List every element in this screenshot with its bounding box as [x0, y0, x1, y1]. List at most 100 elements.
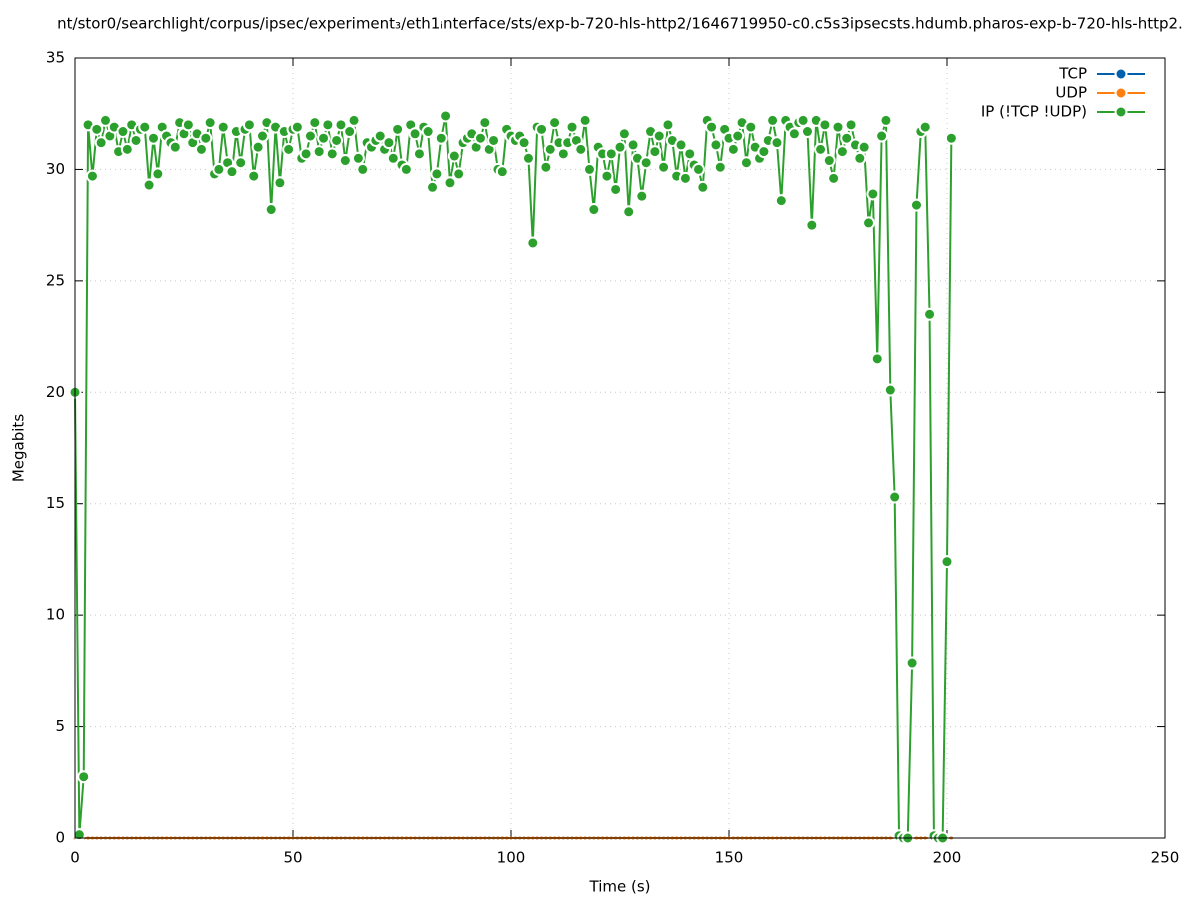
data-point — [299, 147, 313, 161]
data-point — [382, 136, 396, 150]
data-point — [321, 118, 335, 132]
data-point — [770, 136, 784, 150]
data-point — [347, 113, 361, 127]
data-point — [556, 147, 570, 161]
data-point — [726, 142, 740, 156]
data-point — [909, 198, 923, 212]
data-point — [247, 169, 261, 183]
data-point — [853, 151, 867, 165]
data-point — [242, 118, 256, 132]
data-point — [303, 129, 317, 143]
data-point — [565, 120, 579, 134]
data-point — [796, 113, 810, 127]
x-tick-label: 150 — [715, 849, 744, 867]
data-point — [212, 162, 226, 176]
data-point — [412, 147, 426, 161]
data-point — [883, 383, 897, 397]
data-point — [866, 187, 880, 201]
data-point — [203, 116, 217, 130]
data-point — [334, 118, 348, 132]
legend-label: UDP — [1055, 84, 1087, 102]
data-point — [600, 169, 614, 183]
data-point — [521, 151, 535, 165]
data-point — [447, 149, 461, 163]
data-point — [94, 136, 108, 150]
x-tick-label: 50 — [283, 849, 302, 867]
data-point — [317, 131, 331, 145]
data-point — [138, 120, 152, 134]
x-tick-label: 200 — [933, 849, 962, 867]
data-point — [744, 120, 758, 134]
data-point — [290, 120, 304, 134]
data-point — [774, 194, 788, 208]
x-tick-label: 250 — [1151, 849, 1180, 867]
data-point — [312, 145, 326, 159]
y-tick-label: 0 — [55, 829, 65, 847]
data-point — [661, 118, 675, 132]
data-point — [678, 171, 692, 185]
data-point — [940, 555, 954, 569]
data-point — [857, 140, 871, 154]
data-point — [439, 109, 453, 123]
y-tick-label: 35 — [46, 49, 65, 67]
data-point — [421, 125, 435, 139]
data-point — [639, 156, 653, 170]
data-point — [944, 131, 958, 145]
data-point — [822, 154, 836, 168]
data-point — [225, 165, 239, 179]
data-point — [142, 178, 156, 192]
data-point — [373, 129, 387, 143]
x-tick-label: 0 — [70, 849, 80, 867]
data-point — [604, 147, 618, 161]
data-point — [818, 118, 832, 132]
data-point — [168, 140, 182, 154]
data-point — [766, 113, 780, 127]
data-point — [814, 142, 828, 156]
data-point — [539, 160, 553, 174]
y-tick-label: 20 — [46, 383, 65, 401]
chart-title: nt/stor0/searchlight/corpus/ipsec/experi… — [57, 15, 1183, 33]
data-point — [216, 120, 230, 134]
x-axis-label: Time (s) — [589, 878, 651, 896]
legend-marker — [1114, 105, 1128, 119]
y-tick-label: 5 — [55, 717, 65, 735]
y-tick-label: 25 — [46, 271, 65, 289]
data-point — [835, 145, 849, 159]
data-point — [713, 160, 727, 174]
data-point — [696, 180, 710, 194]
data-point — [478, 116, 492, 130]
data-point — [264, 203, 278, 217]
data-point — [408, 127, 422, 141]
data-point — [705, 120, 719, 134]
data-point — [875, 129, 889, 143]
data-point — [548, 116, 562, 130]
data-point — [234, 156, 248, 170]
data-point — [343, 125, 357, 139]
data-point — [918, 120, 932, 134]
data-point — [831, 120, 845, 134]
data-point — [535, 122, 549, 136]
data-point — [129, 133, 143, 147]
data-point — [609, 182, 623, 196]
data-point — [386, 151, 400, 165]
data-point — [905, 656, 919, 670]
data-point — [282, 142, 296, 156]
data-point — [840, 131, 854, 145]
data-point — [194, 142, 208, 156]
data-point — [452, 167, 466, 181]
data-point — [526, 236, 540, 250]
y-axis-label: Megabits — [10, 414, 28, 482]
data-point — [648, 145, 662, 159]
data-point — [146, 131, 160, 145]
data-point — [652, 129, 666, 143]
data-point — [77, 770, 91, 784]
data-point — [495, 165, 509, 179]
grid — [74, 57, 1166, 839]
series-line — [74, 115, 953, 839]
y-tick-label: 10 — [46, 606, 65, 624]
legend-label: IP (!TCP !UDP) — [981, 103, 1087, 121]
data-point — [72, 828, 86, 842]
data-point — [691, 162, 705, 176]
